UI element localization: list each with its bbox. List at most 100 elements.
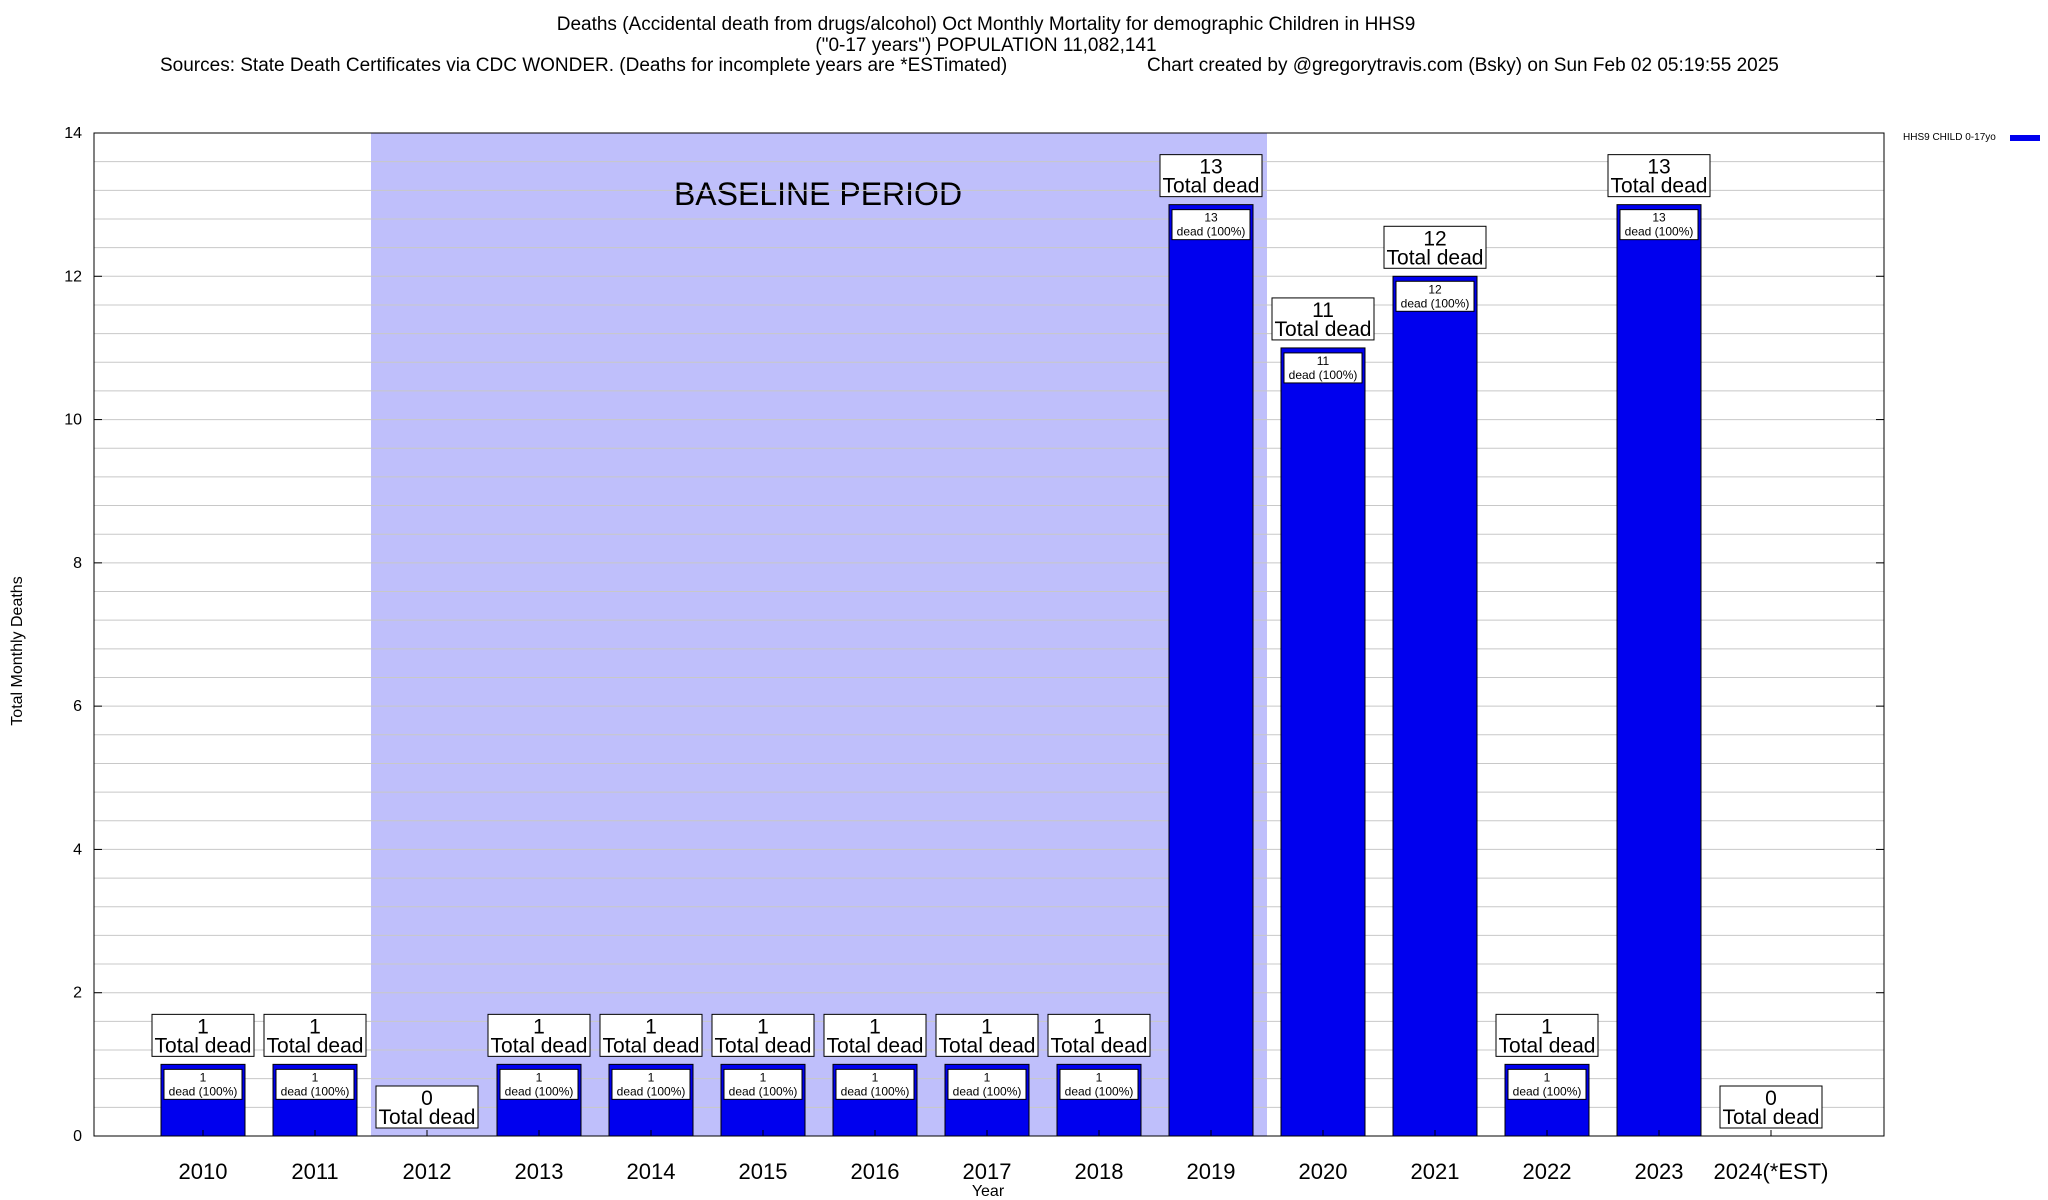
total-label-box	[935, 1013, 1039, 1057]
bar	[1392, 275, 1478, 1137]
total-label-box	[375, 1085, 479, 1129]
total-label-box	[711, 1013, 815, 1057]
bar-inner-label-box	[611, 1068, 691, 1100]
bar-inner-value: 13	[1204, 211, 1218, 225]
total-label-text: Total dead	[1723, 1106, 1820, 1129]
bar-inner-value: 13	[1652, 211, 1666, 225]
bar-inner-text: dead (100%)	[729, 1084, 798, 1098]
total-label-box	[1271, 297, 1375, 341]
x-tick-label: 2023	[1635, 1159, 1684, 1184]
total-label-text: Total dead	[379, 1106, 476, 1129]
total-label-value: 13	[1647, 156, 1670, 179]
x-tick-label: 2018	[1075, 1159, 1124, 1184]
x-tick-label: 2010	[179, 1159, 228, 1184]
bar-inner-text: dead (100%)	[1065, 1084, 1134, 1098]
baseline-band	[371, 133, 1267, 1136]
bar-inner-label-box	[1395, 280, 1475, 312]
x-tick-label: 2019	[1187, 1159, 1236, 1184]
bar-inner-text: dead (100%)	[953, 1084, 1022, 1098]
bar-inner-value: 1	[200, 1070, 207, 1084]
total-label-text: Total dead	[827, 1034, 924, 1057]
bar-inner-text: dead (100%)	[617, 1084, 686, 1098]
x-tick-label: 2020	[1299, 1159, 1348, 1184]
legend-swatch	[2010, 135, 2040, 141]
bar-inner-label-box	[1619, 209, 1699, 241]
bar-inner-value: 1	[312, 1070, 319, 1084]
bar-inner-label-box	[163, 1068, 243, 1100]
total-label-text: Total dead	[1611, 175, 1708, 198]
total-label-box	[823, 1013, 927, 1057]
total-label-box	[599, 1013, 703, 1057]
bar-inner-value: 11	[1317, 354, 1330, 368]
total-label-text: Total dead	[603, 1034, 700, 1057]
total-label-value: 1	[309, 1015, 321, 1038]
bar-inner-value: 1	[1096, 1070, 1103, 1084]
y-tick-label: 2	[73, 985, 82, 1002]
total-label-value: 1	[533, 1015, 545, 1038]
total-label-box	[263, 1013, 367, 1057]
bar-inner-value: 12	[1428, 282, 1442, 296]
total-label-value: 1	[645, 1015, 657, 1038]
bar	[1616, 204, 1702, 1137]
bar-inner-text: dead (100%)	[1625, 225, 1694, 239]
total-label-value: 0	[1765, 1087, 1777, 1110]
total-label-value: 11	[1312, 299, 1334, 322]
x-tick-label: 2017	[963, 1159, 1012, 1184]
x-tick-label: 2011	[291, 1159, 338, 1184]
bar-inner-text: dead (100%)	[1401, 296, 1470, 310]
total-label-box	[1607, 154, 1711, 198]
chart-title-line-1: Deaths (Accidental death from drugs/alco…	[557, 14, 1416, 35]
bar-inner-label-box	[723, 1068, 803, 1100]
bar-inner-value: 1	[872, 1070, 879, 1084]
total-label-value: 1	[757, 1015, 769, 1038]
x-tick-label: 2022	[1523, 1159, 1572, 1184]
total-label-text: Total dead	[1275, 318, 1372, 341]
total-label-box	[1047, 1013, 1151, 1057]
total-label-text: Total dead	[267, 1034, 364, 1057]
bar-inner-text: dead (100%)	[841, 1084, 910, 1098]
total-label-value: 1	[1093, 1015, 1105, 1038]
total-label-text: Total dead	[1163, 175, 1260, 198]
bar	[1280, 347, 1366, 1137]
y-tick-label: 6	[73, 698, 82, 715]
x-tick-label: 2013	[515, 1159, 564, 1184]
total-label-text: Total dead	[491, 1034, 588, 1057]
bar-inner-text: dead (100%)	[169, 1084, 238, 1098]
total-label-text: Total dead	[1051, 1034, 1148, 1057]
y-tick-label: 0	[73, 1128, 82, 1145]
bar-inner-label-box	[499, 1068, 579, 1100]
x-tick-label: 2015	[739, 1159, 788, 1184]
total-label-box	[1495, 1013, 1599, 1057]
legend-label: HHS9 CHILD 0-17yo	[1903, 132, 1996, 143]
bar-inner-value: 1	[760, 1070, 767, 1084]
x-tick-label: 2024(*EST)	[1714, 1159, 1829, 1184]
x-tick-label: 2021	[1411, 1159, 1460, 1184]
bar-inner-value: 1	[1544, 1070, 1551, 1084]
total-label-box	[1159, 154, 1263, 198]
total-label-text: Total dead	[155, 1034, 252, 1057]
y-tick-label: 8	[73, 555, 82, 572]
x-tick-label: 2014	[627, 1159, 676, 1184]
bar-inner-label-box	[835, 1068, 915, 1100]
y-tick-label: 14	[64, 125, 82, 142]
total-label-value: 13	[1199, 156, 1222, 179]
y-axis-title: Total Monthly Deaths	[9, 576, 26, 725]
bar-inner-label-box	[1507, 1068, 1587, 1100]
chart-sources: Sources: State Death Certificates via CD…	[160, 55, 1007, 76]
bar-inner-label-box	[275, 1068, 355, 1100]
x-tick-label: 2012	[403, 1159, 452, 1184]
bar-inner-value: 1	[984, 1070, 991, 1084]
chart-credit: Chart created by @gregorytravis.com (Bsk…	[1147, 55, 1779, 76]
bar-inner-label-box	[947, 1068, 1027, 1100]
total-label-text: Total dead	[1499, 1034, 1596, 1057]
plot-frame	[93, 132, 1885, 1137]
y-tick-label: 10	[64, 412, 82, 429]
y-tick-label: 12	[64, 268, 82, 285]
total-label-box	[1719, 1085, 1823, 1129]
bar-inner-text: dead (100%)	[281, 1084, 350, 1098]
x-tick-label: 2016	[851, 1159, 900, 1184]
bar-inner-text: dead (100%)	[1513, 1084, 1582, 1098]
bar-inner-label-box	[1059, 1068, 1139, 1100]
x-axis-title: Year	[972, 1183, 1005, 1200]
